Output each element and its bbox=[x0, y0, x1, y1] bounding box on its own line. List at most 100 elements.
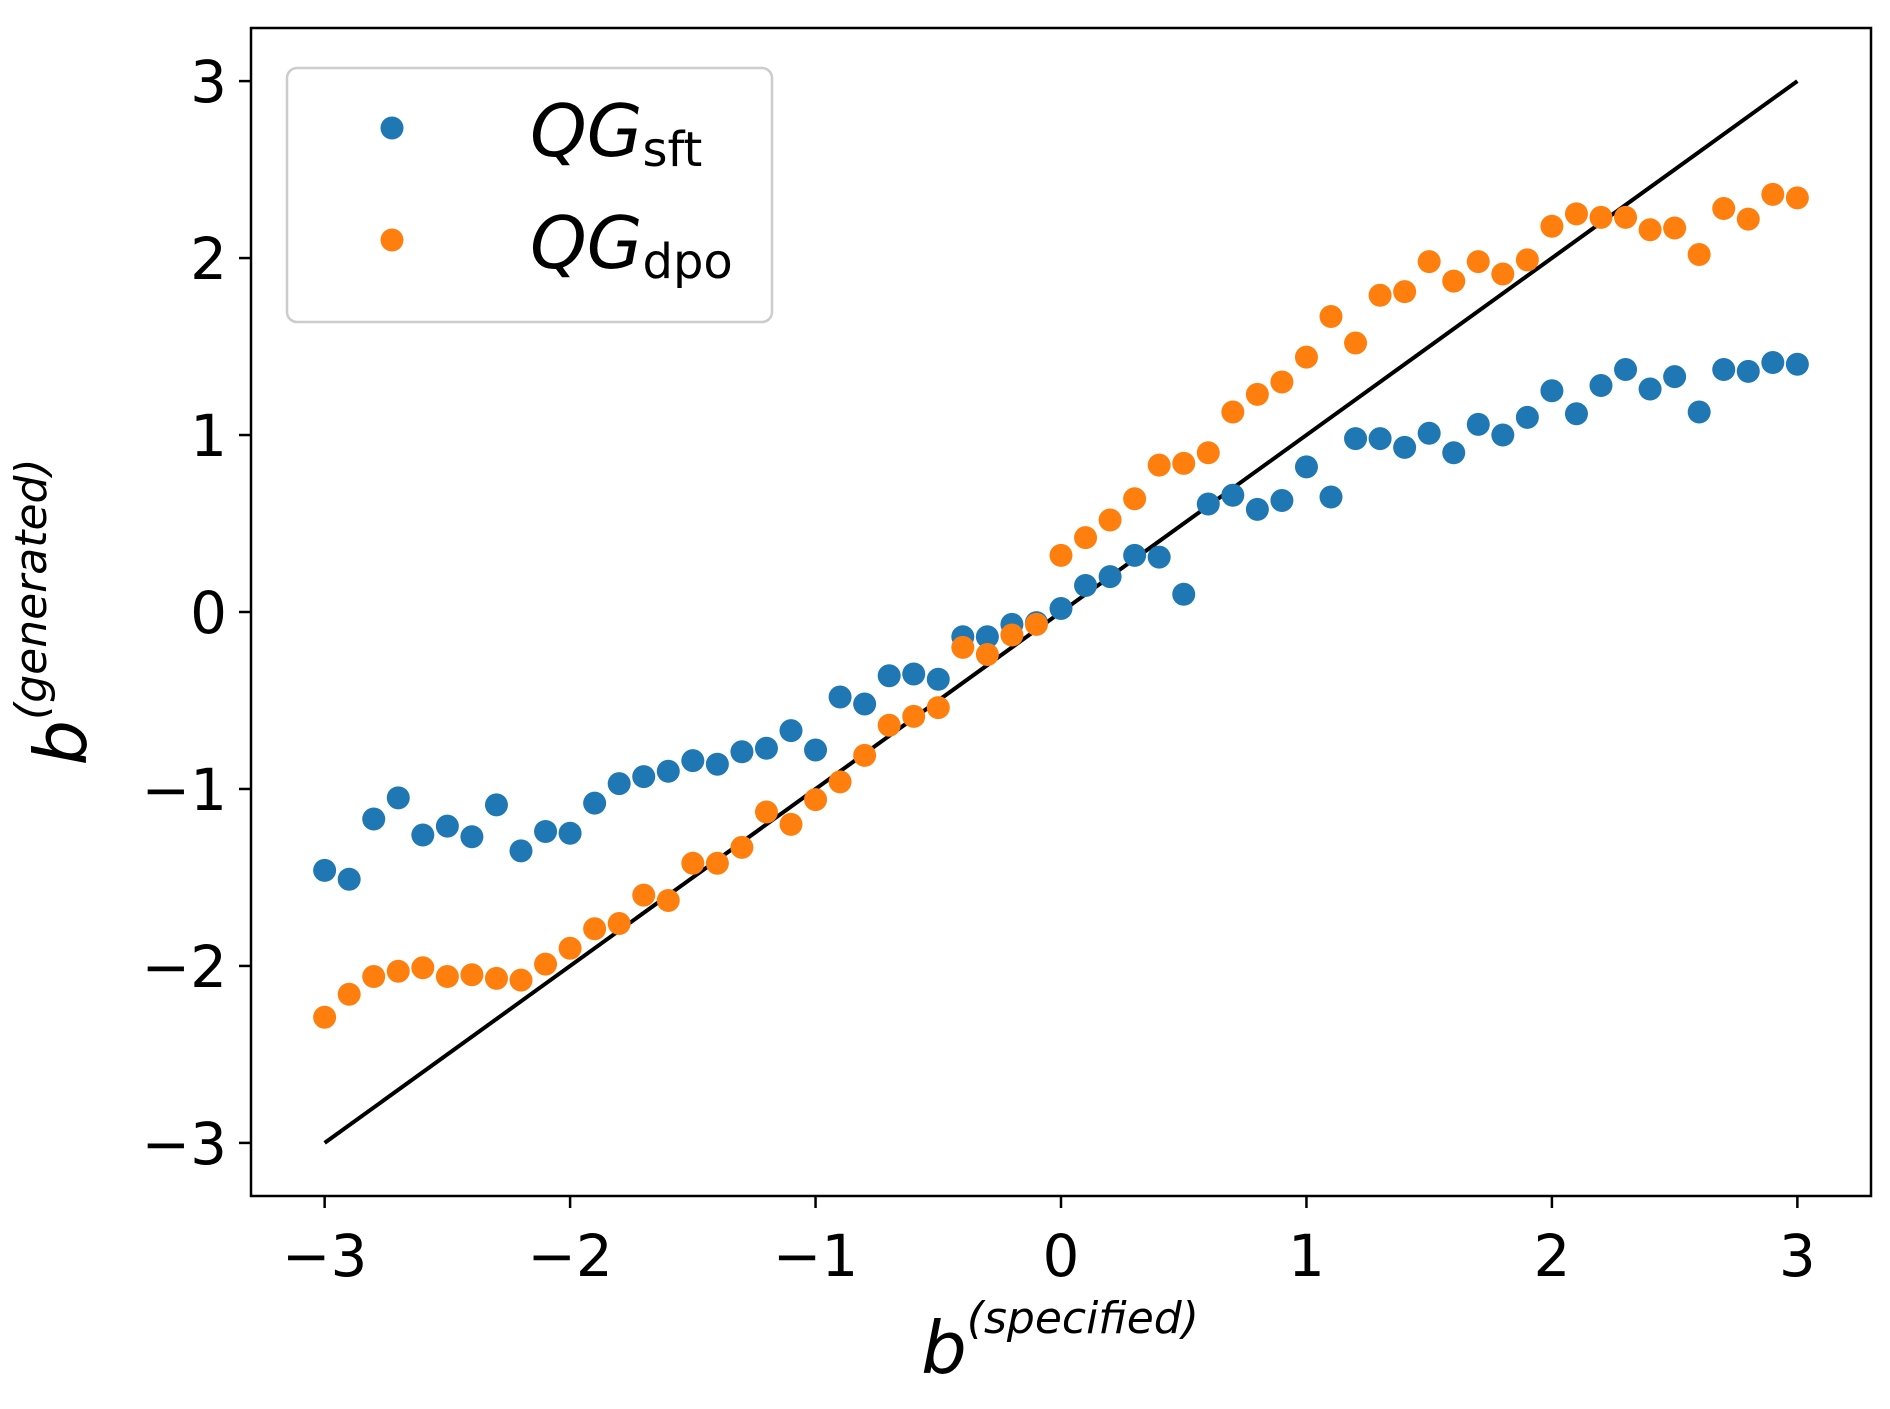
x-tick-label: −2 bbox=[527, 1222, 613, 1290]
x-axis-label-superscript: (specified) bbox=[967, 1293, 1199, 1344]
data-point-dpo bbox=[583, 917, 607, 941]
y-tick-label: 1 bbox=[190, 402, 227, 470]
x-tick-label: −1 bbox=[773, 1222, 859, 1290]
series-dpo bbox=[313, 182, 1809, 1029]
data-point-sft bbox=[656, 759, 680, 783]
data-point-sft bbox=[411, 823, 435, 847]
x-tick-label: 2 bbox=[1533, 1222, 1570, 1290]
data-point-sft bbox=[926, 667, 950, 691]
data-point-sft bbox=[1172, 582, 1196, 606]
data-point-sft bbox=[1270, 489, 1294, 513]
data-point-dpo bbox=[1221, 400, 1245, 424]
data-point-dpo bbox=[804, 788, 828, 812]
data-point-sft bbox=[779, 719, 803, 743]
data-point-sft bbox=[1344, 427, 1368, 451]
legend-label-dpo-name: QG bbox=[530, 201, 642, 285]
y-tick-label: −1 bbox=[142, 756, 228, 824]
data-point-dpo bbox=[1024, 612, 1048, 636]
data-point-dpo bbox=[1123, 487, 1147, 511]
data-point-dpo bbox=[1564, 202, 1588, 226]
data-point-dpo bbox=[853, 743, 877, 767]
data-point-dpo bbox=[1319, 304, 1343, 328]
data-point-sft bbox=[1098, 565, 1122, 589]
data-point-dpo bbox=[1614, 205, 1638, 229]
data-point-dpo bbox=[509, 968, 533, 992]
data-point-sft bbox=[558, 821, 582, 845]
data-point-sft bbox=[902, 662, 926, 686]
legend-label-dpo-subscript: dpo bbox=[642, 234, 732, 290]
data-point-sft bbox=[705, 752, 729, 776]
data-point-dpo bbox=[484, 966, 508, 990]
data-point-dpo bbox=[1368, 283, 1392, 307]
legend-marker-sft bbox=[380, 116, 404, 140]
data-point-sft bbox=[1393, 435, 1417, 459]
data-point-sft bbox=[1221, 483, 1245, 507]
data-point-sft bbox=[877, 664, 901, 688]
data-point-dpo bbox=[730, 835, 754, 859]
data-point-sft bbox=[1712, 358, 1736, 382]
data-point-dpo bbox=[558, 936, 582, 960]
data-point-sft bbox=[313, 858, 337, 882]
x-axis-label: b(specified) bbox=[921, 1293, 1199, 1390]
data-point-dpo bbox=[951, 635, 975, 659]
legend-box bbox=[285, 66, 774, 324]
data-point-dpo bbox=[1270, 370, 1294, 394]
y-tick-label: −2 bbox=[142, 933, 228, 1001]
data-point-dpo bbox=[1540, 214, 1564, 238]
data-point-dpo bbox=[1000, 623, 1024, 647]
data-point-sft bbox=[1564, 402, 1588, 426]
data-point-sft bbox=[1515, 405, 1539, 429]
data-point-dpo bbox=[877, 713, 901, 737]
data-point-dpo bbox=[926, 696, 950, 720]
data-point-sft bbox=[1638, 377, 1662, 401]
legend-label-sft-subscript: sft bbox=[642, 122, 702, 178]
y-tick-label: 0 bbox=[190, 579, 227, 647]
x-tick-label: −3 bbox=[282, 1222, 368, 1290]
data-point-sft bbox=[975, 625, 999, 649]
data-point-sft bbox=[730, 740, 754, 764]
data-point-dpo bbox=[1245, 382, 1269, 406]
data-point-sft bbox=[1196, 492, 1220, 516]
data-point-sft bbox=[534, 819, 558, 843]
legend-marker-dpo bbox=[380, 228, 404, 252]
data-point-dpo bbox=[779, 812, 803, 836]
data-point-sft bbox=[1687, 400, 1711, 424]
data-point-sft bbox=[509, 839, 533, 863]
data-point-sft bbox=[681, 749, 705, 773]
data-point-dpo bbox=[313, 1005, 337, 1029]
data-point-sft bbox=[1294, 455, 1318, 479]
data-point-sft bbox=[460, 825, 484, 849]
data-point-sft bbox=[1736, 359, 1760, 383]
data-point-sft bbox=[1049, 596, 1073, 620]
y-tick-label: 2 bbox=[190, 225, 227, 293]
data-point-sft bbox=[754, 736, 778, 760]
data-point-sft bbox=[1785, 352, 1809, 376]
data-point-dpo bbox=[1589, 205, 1613, 229]
x-tick-label: 3 bbox=[1779, 1222, 1816, 1290]
data-point-sft bbox=[607, 772, 631, 796]
data-point-sft bbox=[1074, 573, 1098, 597]
data-point-dpo bbox=[975, 642, 999, 666]
legend: QGsft QGdpo bbox=[285, 66, 774, 324]
data-point-dpo bbox=[754, 800, 778, 824]
data-point-dpo bbox=[1638, 218, 1662, 242]
y-tick-label: 3 bbox=[190, 48, 227, 116]
legend-label-sft-name: QG bbox=[530, 89, 642, 173]
data-points bbox=[313, 182, 1809, 1029]
data-point-sft bbox=[1245, 497, 1269, 521]
data-point-dpo bbox=[902, 704, 926, 728]
x-tick-label: 0 bbox=[1043, 1222, 1080, 1290]
legend-label-sft: QGsft bbox=[530, 89, 702, 178]
data-point-dpo bbox=[460, 963, 484, 987]
data-point-dpo bbox=[1344, 331, 1368, 355]
data-point-dpo bbox=[1196, 441, 1220, 465]
data-point-dpo bbox=[1736, 207, 1760, 231]
x-tick-label: 1 bbox=[1288, 1222, 1325, 1290]
data-point-sft bbox=[828, 685, 852, 709]
data-point-sft bbox=[1123, 543, 1147, 567]
data-point-sft bbox=[386, 786, 410, 810]
data-point-dpo bbox=[607, 911, 631, 935]
data-point-dpo bbox=[1687, 243, 1711, 267]
data-point-dpo bbox=[1172, 451, 1196, 475]
x-axis-label-base: b bbox=[921, 1306, 967, 1390]
